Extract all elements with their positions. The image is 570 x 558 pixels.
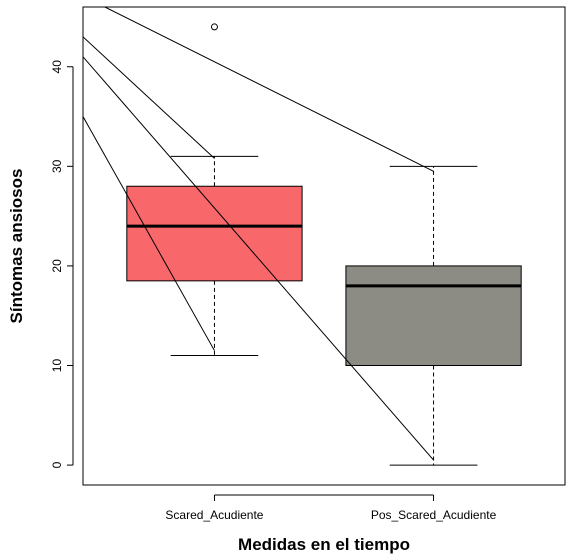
- outlier-0-0: [210, 23, 218, 31]
- trend-line-1: [83, 36, 215, 159]
- x-axis-title: Medidas en el tiempo: [238, 535, 410, 554]
- box-rect-1: [345, 265, 522, 366]
- y-tick-label-1: 10: [50, 359, 64, 373]
- y-tick-label-4: 40: [50, 60, 64, 74]
- box-rect-0: [126, 185, 303, 282]
- plot-frame: [82, 6, 566, 486]
- x-tick-label-0: Scared_Acudiente: [165, 508, 263, 522]
- y-tick-label-3: 30: [50, 159, 64, 173]
- trend-line-3: [104, 7, 434, 172]
- y-tick-label-2: 20: [50, 259, 64, 273]
- y-axis-title: Síntomas ansiosos: [7, 169, 26, 324]
- trend-lines: [83, 7, 434, 461]
- trend-line-0: [83, 116, 215, 351]
- trend-line-2: [83, 56, 434, 461]
- y-axis: 0 10 20 30 40: [50, 60, 74, 468]
- boxes: [126, 23, 522, 466]
- y-tick-label-0: 0: [50, 461, 64, 468]
- box-1: [345, 165, 522, 466]
- x-tick-label-1: Pos_Scared_Acudiente: [371, 508, 497, 522]
- x-axis: Scared_Acudiente Pos_Scared_Acudiente: [165, 494, 497, 522]
- box-0: [126, 23, 303, 357]
